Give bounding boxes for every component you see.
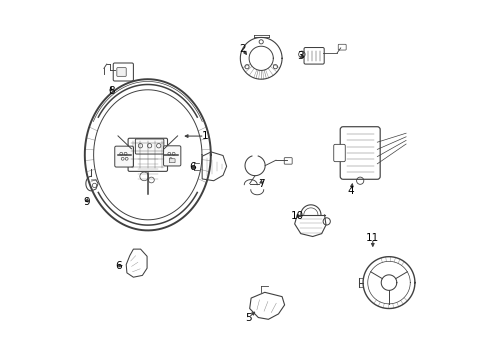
Text: 2: 2 <box>239 44 246 54</box>
FancyBboxPatch shape <box>128 138 168 171</box>
FancyBboxPatch shape <box>170 159 175 163</box>
FancyBboxPatch shape <box>338 44 346 50</box>
Text: 6: 6 <box>189 162 196 172</box>
Text: 8: 8 <box>108 86 114 96</box>
FancyBboxPatch shape <box>117 68 126 76</box>
FancyBboxPatch shape <box>334 144 345 162</box>
FancyBboxPatch shape <box>115 146 133 167</box>
Text: 3: 3 <box>297 51 304 61</box>
FancyBboxPatch shape <box>164 146 181 166</box>
FancyBboxPatch shape <box>284 158 292 164</box>
Text: 5: 5 <box>245 312 252 323</box>
FancyBboxPatch shape <box>113 63 133 81</box>
Text: 9: 9 <box>83 197 90 207</box>
Text: 6: 6 <box>115 261 122 271</box>
Text: 7: 7 <box>258 179 265 189</box>
Text: 4: 4 <box>348 186 354 196</box>
FancyBboxPatch shape <box>304 48 324 64</box>
FancyBboxPatch shape <box>340 127 380 179</box>
Text: 10: 10 <box>291 211 304 221</box>
Text: 1: 1 <box>201 131 208 141</box>
Text: 11: 11 <box>366 233 379 243</box>
FancyBboxPatch shape <box>135 139 164 154</box>
